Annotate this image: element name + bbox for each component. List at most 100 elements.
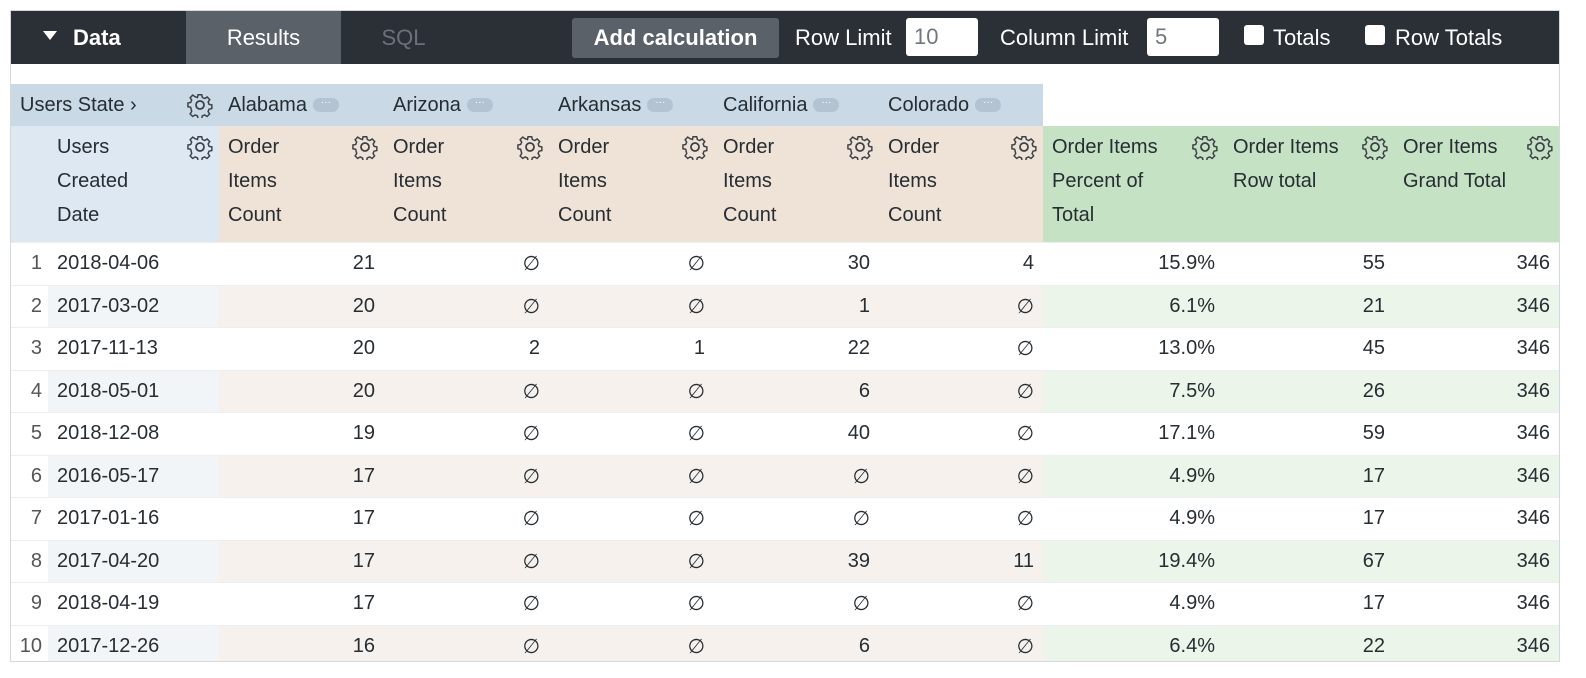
- cell: ∅: [714, 497, 879, 540]
- gear-icon[interactable]: [1362, 134, 1388, 160]
- header-text: Users Created Date: [57, 136, 129, 226]
- cell: 346: [1394, 497, 1559, 540]
- cell: 2017-03-02: [48, 284, 219, 328]
- cell: 11: [879, 539, 1043, 583]
- gear-icon[interactable]: [187, 92, 213, 118]
- cell: 2018-04-19: [48, 582, 219, 625]
- row-index: 8: [11, 539, 48, 583]
- header-row: Users Created Date Order Items Count Order…: [11, 126, 1559, 243]
- gear-icon[interactable]: [352, 134, 378, 160]
- pivot-menu[interactable]: ···: [975, 98, 1002, 113]
- cell: 17: [1224, 497, 1394, 540]
- cell: 2018-05-01: [48, 369, 219, 413]
- header-text: Orer Items Grand Total: [1403, 136, 1507, 192]
- tab[interactable]: Results: [186, 11, 341, 64]
- cell: ∅: [384, 539, 549, 583]
- header-cell[interactable]: Order Items Row total: [1224, 126, 1394, 243]
- cell: ∅: [879, 624, 1043, 661]
- cell: 40: [714, 412, 879, 455]
- section-title[interactable]: Data: [73, 25, 121, 50]
- header-cell[interactable]: Orer Items Grand Total: [1394, 126, 1559, 243]
- cell: ∅: [384, 242, 549, 285]
- gear-icon[interactable]: [187, 134, 213, 160]
- cell: 17: [219, 539, 384, 583]
- cell: 4.9%: [1043, 497, 1224, 540]
- cell: 6.1%: [1043, 284, 1224, 328]
- pivot-menu[interactable]: ···: [813, 98, 840, 113]
- header-cell[interactable]: Order Items Count: [384, 126, 549, 243]
- cell: 4: [879, 242, 1043, 285]
- cell: 67: [1224, 539, 1394, 583]
- header-cell[interactable]: Users Created Date: [48, 126, 219, 243]
- header-text: Order Items Count: [723, 136, 777, 226]
- row-index: 6: [11, 454, 48, 498]
- header-cell: [11, 126, 48, 243]
- cell: ∅: [549, 369, 714, 413]
- cell: ∅: [714, 454, 879, 498]
- cell: ∅: [549, 582, 714, 625]
- header-cell[interactable]: Order Items Count: [219, 126, 384, 243]
- cell: 6: [714, 624, 879, 661]
- cell: ∅: [879, 327, 1043, 370]
- label: Row Totals: [1395, 25, 1503, 50]
- cell: ∅: [879, 412, 1043, 455]
- cell: ∅: [384, 454, 549, 498]
- header-cell[interactable]: Order Items Count: [549, 126, 714, 243]
- row-index: 1: [11, 242, 48, 285]
- cell: 6.4%: [1043, 624, 1224, 661]
- cell: ∅: [879, 454, 1043, 498]
- cell: ∅: [549, 497, 714, 540]
- header-text: Order Items Count: [228, 136, 282, 226]
- data-row: 1 2018-04-06 21 ∅ ∅ 30 4 15.9% 55 346: [11, 242, 1559, 285]
- data-row: 7 2017-01-16 17 ∅ ∅ ∅ ∅ 4.9% 17 346: [11, 497, 1559, 540]
- row-limit-input[interactable]: 10: [906, 18, 978, 56]
- header-cell[interactable]: Order Items Count: [879, 126, 1043, 243]
- gear-icon[interactable]: [1527, 134, 1553, 160]
- checkbox[interactable]: [1244, 25, 1264, 45]
- cell: 17: [219, 582, 384, 625]
- cell: 7.5%: [1043, 369, 1224, 413]
- row-index: 7: [11, 497, 48, 540]
- empty-cell: [1043, 84, 1224, 126]
- gear-icon[interactable]: [1192, 134, 1218, 160]
- pivot-label: Users State ›: [11, 84, 219, 126]
- cell: ∅: [879, 284, 1043, 328]
- label: Totals: [1273, 25, 1331, 50]
- pivot-cell: Arizona ···: [384, 84, 549, 126]
- cell: ∅: [879, 582, 1043, 625]
- empty-cell: [1224, 84, 1394, 126]
- cell: ∅: [384, 369, 549, 413]
- cell: 1: [549, 327, 714, 370]
- tab[interactable]: SQL: [381, 25, 426, 50]
- column-limit-input[interactable]: 5: [1147, 18, 1219, 56]
- gear-icon[interactable]: [682, 134, 708, 160]
- row-index: 9: [11, 582, 48, 625]
- cell: 2016-05-17: [48, 454, 219, 498]
- panel: Data Results SQL Add calculation Row Lim…: [10, 10, 1560, 662]
- checkbox[interactable]: [1365, 25, 1385, 45]
- cell: 2017-04-20: [48, 539, 219, 583]
- cell: ∅: [549, 539, 714, 583]
- gear-icon[interactable]: [847, 134, 873, 160]
- header-cell[interactable]: Order Items Count: [714, 126, 879, 243]
- header-cell[interactable]: Order Items Percent of Total: [1043, 126, 1224, 243]
- cell: ∅: [879, 497, 1043, 540]
- pivot-row: Users State › Alabama ··· Arizona ··· Arkansa…: [11, 84, 1559, 126]
- cell: 17: [1224, 454, 1394, 498]
- row-index: 3: [11, 327, 48, 370]
- gear-icon[interactable]: [517, 134, 543, 160]
- pivot-menu[interactable]: ···: [466, 98, 493, 113]
- pivot-menu[interactable]: ···: [312, 98, 339, 113]
- row-index: 10: [11, 624, 48, 661]
- gear-icon[interactable]: [1011, 134, 1037, 160]
- cell: ∅: [549, 412, 714, 455]
- add-calculation-button[interactable]: Add calculation: [572, 18, 779, 58]
- cell: 22: [1224, 624, 1394, 661]
- cell: 2017-11-13: [48, 327, 219, 370]
- pivot-value: Alabama: [228, 93, 307, 116]
- data-row: 10 2017-12-26 16 ∅ ∅ 6 ∅ 6.4% 22 346: [11, 624, 1559, 661]
- empty-cell: [1394, 84, 1559, 126]
- pivot-menu[interactable]: ···: [647, 98, 674, 113]
- cell: 20: [219, 369, 384, 413]
